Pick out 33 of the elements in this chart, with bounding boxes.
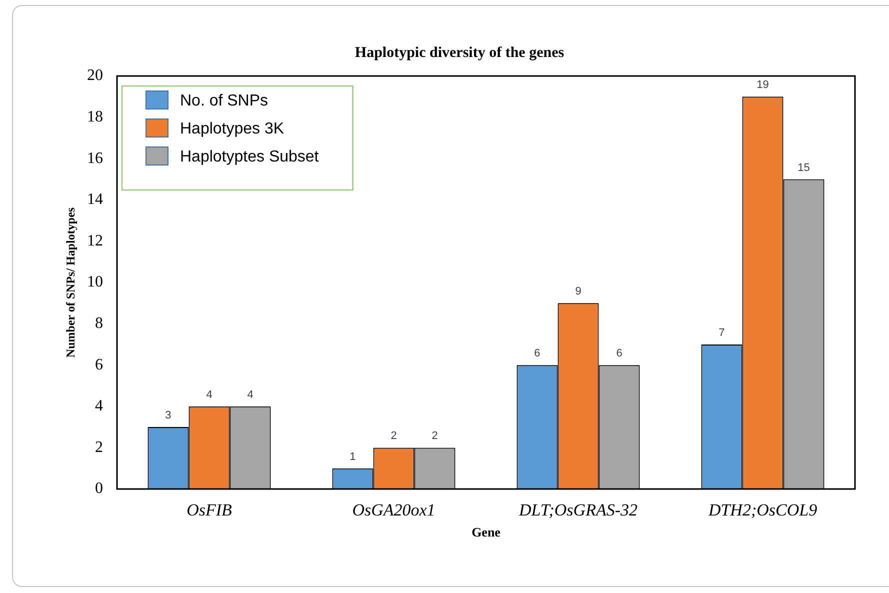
- y-tick-label: 4: [95, 398, 103, 415]
- y-tick-label: 8: [95, 315, 103, 332]
- chart-title: Haplotypic diversity of the genes: [354, 44, 564, 61]
- data-label: 6: [616, 348, 622, 360]
- data-label: 4: [206, 388, 212, 401]
- legend-label: Haplotypes 3K: [180, 120, 284, 138]
- y-tick-label: 14: [87, 191, 103, 208]
- data-label: 19: [756, 79, 769, 92]
- y-tick-label: 18: [87, 108, 103, 126]
- data-label: 3: [165, 410, 172, 422]
- data-label: 2: [390, 430, 397, 442]
- y-tick-label: 10: [87, 274, 103, 291]
- legend-label: Haplotyptes Subset: [180, 148, 320, 166]
- data-label: 4: [247, 388, 254, 401]
- y-tick-label: 6: [95, 356, 103, 374]
- y-tick-label: 2: [95, 438, 103, 456]
- x-tick-label: DTH2;OsCOL9: [707, 500, 818, 520]
- x-tick-label: OsGA20ox1: [352, 500, 436, 520]
- legend-label: No. of SNPs: [180, 92, 268, 110]
- data-label: 2: [432, 430, 438, 442]
- data-label: 1: [350, 450, 356, 463]
- data-label: 9: [575, 286, 582, 298]
- y-tick-label: 16: [87, 150, 103, 167]
- x-tick-label: DLT;OsGRAS-32: [518, 500, 638, 520]
- y-tick-label: 20: [87, 67, 103, 84]
- data-label: 6: [534, 348, 540, 360]
- x-tick-label: OsFIB: [186, 500, 233, 520]
- data-label: 15: [798, 162, 810, 174]
- y-axis-title: Number of SNPs/ Haplotypes: [63, 207, 78, 358]
- y-tick-label: 12: [87, 232, 103, 250]
- data-label: 7: [718, 326, 725, 339]
- x-axis-title: Gene: [472, 524, 501, 540]
- y-tick-label: 0: [95, 480, 103, 498]
